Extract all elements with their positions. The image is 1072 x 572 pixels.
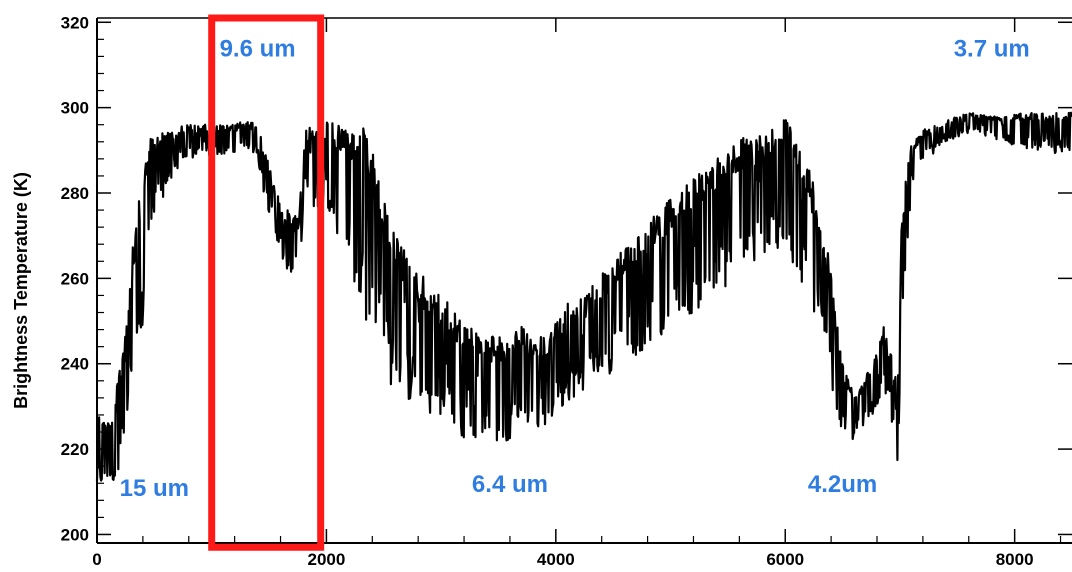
y-tick-label: 220 — [61, 440, 89, 459]
y-tick-label: 320 — [61, 13, 89, 32]
spectrum-line-0 — [95, 111, 1072, 482]
y-tick-label: 240 — [61, 355, 89, 374]
y-tick-label: 300 — [61, 99, 89, 118]
annotation-label-3: 4.2um — [808, 471, 877, 498]
annotation-label-0: 15 um — [120, 475, 189, 502]
y-tick-label: 280 — [61, 184, 89, 203]
annotation-label-2: 6.4 um — [472, 471, 548, 498]
x-tick-label: 4000 — [537, 550, 575, 569]
y-axis-title: Brightness Temperature (K) — [11, 172, 31, 409]
x-tick-label: 8000 — [996, 550, 1034, 569]
annotation-label-4: 3.7 um — [954, 35, 1030, 62]
y-tick-label: 200 — [61, 525, 89, 544]
y-tick-label: 260 — [61, 269, 89, 288]
annotation-label-1: 9.6 um — [220, 35, 296, 62]
x-tick-label: 0 — [92, 550, 101, 569]
x-tick-label: 2000 — [307, 550, 345, 569]
x-tick-label: 6000 — [766, 550, 804, 569]
highlight-box — [208, 14, 325, 551]
